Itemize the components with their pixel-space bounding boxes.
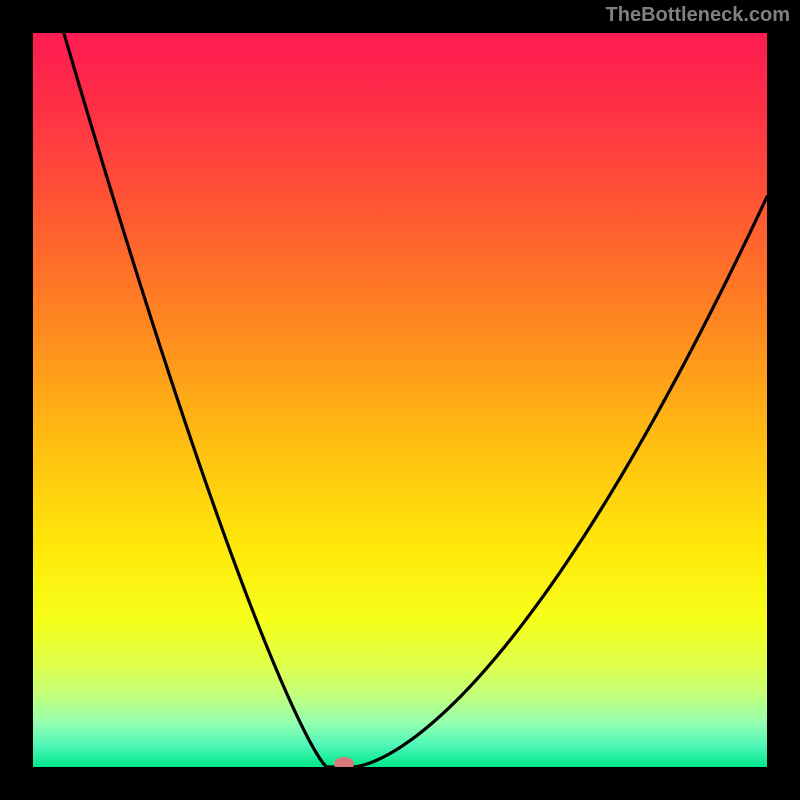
bottleneck-curve [33,33,767,767]
curve-path [64,33,767,767]
plot-area [33,33,767,767]
watermark-text: TheBottleneck.com [606,4,790,27]
optimum-marker [334,757,354,767]
